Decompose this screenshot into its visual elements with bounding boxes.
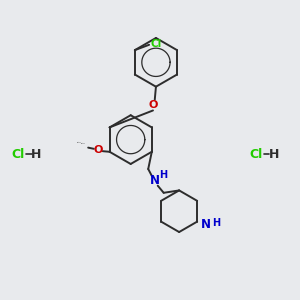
Text: H: H [31, 148, 42, 161]
Text: N: N [150, 174, 160, 187]
Text: H: H [212, 218, 220, 227]
Text: H: H [269, 148, 279, 161]
Text: methyl: methyl [77, 142, 82, 143]
Text: methyl: methyl [81, 143, 86, 144]
Text: H: H [159, 170, 167, 180]
Text: O: O [94, 145, 103, 155]
Text: Cl: Cl [11, 148, 24, 161]
Text: Cl: Cl [249, 148, 262, 161]
Text: Cl: Cl [151, 39, 162, 49]
Text: O: O [148, 100, 158, 110]
Text: N: N [201, 218, 211, 230]
